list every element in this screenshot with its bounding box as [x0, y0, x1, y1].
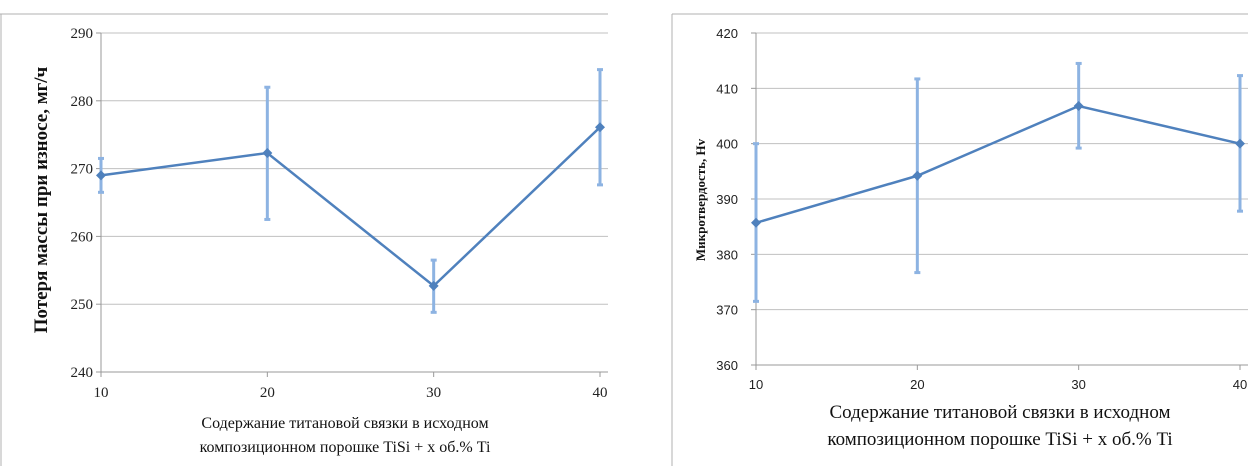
data-point-marker: [1073, 101, 1084, 112]
x-tick-label: 40: [1233, 377, 1247, 392]
right-x-ticks: 10 20 30 40: [749, 365, 1247, 392]
right-y-ticks: 360 370 380 390 400 410 420: [716, 26, 756, 373]
data-point-marker: [1235, 138, 1245, 149]
right-series-line: [755, 104, 1241, 224]
y-tick-label: 280: [71, 94, 94, 110]
data-point-marker: [595, 122, 605, 133]
left-y-ticks: 240 250 260 270 280 290: [71, 26, 101, 381]
y-tick-label: 370: [716, 303, 738, 318]
left-gridlines: [101, 32, 608, 373]
data-point-marker: [912, 170, 923, 181]
right-error-bars: [753, 61, 1243, 303]
y-tick-label: 400: [716, 137, 738, 152]
right-series-points: [751, 101, 1245, 228]
y-tick-label: 260: [71, 229, 94, 245]
data-point-marker: [428, 280, 439, 291]
y-tick-label: 270: [71, 162, 94, 178]
right-gridlines: [756, 32, 1248, 366]
x-tick-label: 20: [910, 377, 924, 392]
y-tick-label: 420: [716, 26, 738, 41]
left-series-points: [96, 122, 605, 291]
x-tick-label: 30: [426, 385, 441, 401]
left-x-ticks: 10 20 30 40: [94, 372, 608, 401]
y-tick-label: 380: [716, 247, 738, 262]
left-x-axis-label-line1: Содержание титановой связки в исходном: [201, 415, 488, 432]
data-point-marker: [751, 217, 761, 228]
y-tick-label: 250: [71, 297, 94, 313]
data-point-marker: [96, 170, 106, 181]
left-series-line: [100, 126, 601, 288]
x-tick-label: 10: [749, 377, 763, 392]
left-x-axis-label-line2: композиционном порошке TiSi + x об.% Ti: [200, 439, 491, 456]
y-tick-label: 360: [716, 358, 738, 373]
left-error-bars: [98, 68, 603, 314]
left-y-axis-label: Потеря массы при износе, мг/ч: [31, 66, 52, 333]
y-tick-label: 390: [716, 192, 738, 207]
right-x-axis-label-line1: Содержание титановой связки в исходном: [829, 402, 1170, 423]
x-tick-label: 10: [94, 385, 109, 401]
y-tick-label: 410: [716, 81, 738, 96]
chart-right: 360 370 380 390 400 410 420 10 20 30 40 Микротвер…: [671, 13, 1248, 466]
right-y-axis-label: Микротвердость, Hv: [693, 138, 708, 261]
y-tick-label: 240: [71, 365, 94, 381]
chart-left: 240 250 260 270 280 290 10 20 30 40 Потеря массы…: [0, 13, 608, 466]
right-x-axis-label-line2: композиционном порошке TiSi + x об.% Ti: [827, 429, 1172, 450]
x-tick-label: 30: [1071, 377, 1085, 392]
data-point-marker: [262, 148, 273, 159]
y-tick-label: 290: [71, 26, 94, 42]
x-tick-label: 20: [260, 385, 275, 401]
x-tick-label: 40: [593, 385, 608, 401]
